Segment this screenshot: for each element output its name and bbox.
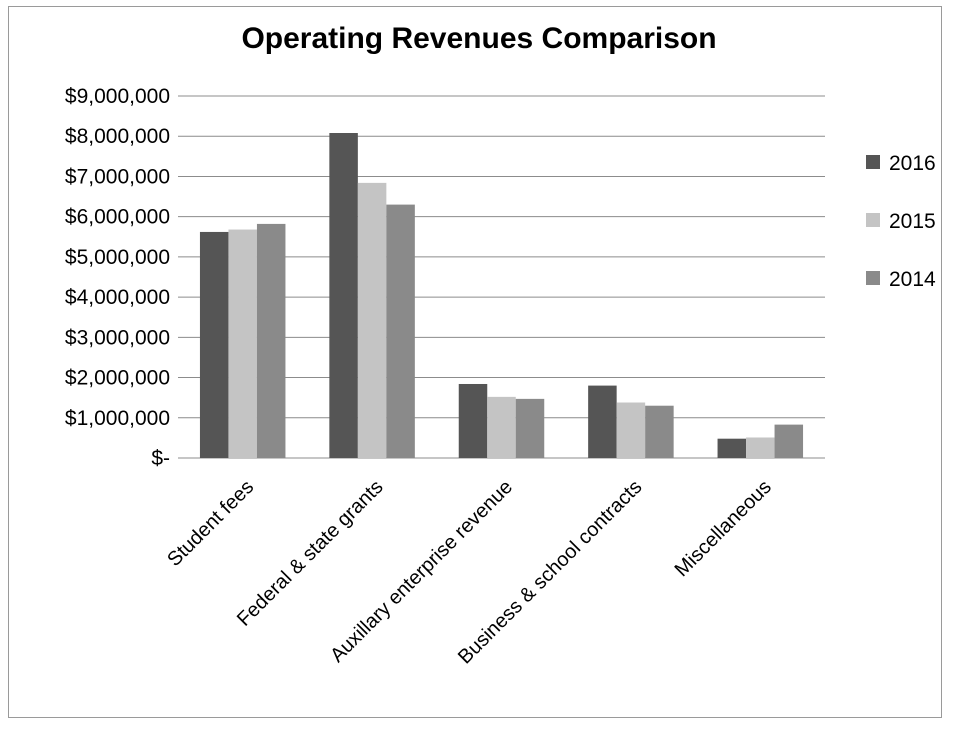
y-tick-label: $- (151, 447, 170, 470)
bar-2014 (515, 398, 545, 458)
bar-2016 (329, 133, 358, 458)
y-tick-label: $3,000,000 (65, 326, 170, 349)
chart-frame (8, 6, 942, 718)
legend-label: 2014 (889, 268, 936, 291)
bar-2015 (616, 402, 646, 458)
bar-2016 (717, 438, 747, 458)
legend-swatch (866, 155, 880, 169)
legend-label: 2015 (889, 210, 936, 233)
y-tick-label: $1,000,000 (65, 407, 170, 430)
bar-2014 (386, 204, 415, 458)
y-tick-label: $8,000,000 (65, 125, 170, 148)
y-tick-label: $5,000,000 (65, 246, 170, 269)
legend-swatch (866, 213, 880, 227)
y-tick-label: $7,000,000 (65, 165, 170, 188)
bar-2016 (199, 231, 229, 458)
bar-2014 (645, 405, 674, 458)
bar-2014 (256, 223, 286, 458)
bar-2016 (458, 383, 488, 458)
legend-swatch (866, 271, 880, 285)
y-tick-label: $2,000,000 (65, 367, 170, 390)
bar-2016 (588, 385, 617, 458)
bar-2015 (357, 182, 387, 458)
bar-2014 (774, 424, 804, 458)
y-tick-label: $9,000,000 (65, 85, 170, 108)
x-tick-label: Student fees (163, 476, 258, 571)
y-tick-label: $6,000,000 (65, 206, 170, 229)
bar-2015 (746, 437, 775, 458)
legend-label: 2016 (889, 152, 936, 175)
x-tick-label: Miscellaneous (671, 476, 776, 581)
x-tick-label: Federal & state grants (233, 476, 388, 631)
bar-2015 (487, 396, 516, 458)
y-tick-label: $4,000,000 (65, 286, 170, 309)
chart-title: Operating Revenues Comparison (241, 22, 717, 55)
bar-2015 (228, 229, 257, 458)
